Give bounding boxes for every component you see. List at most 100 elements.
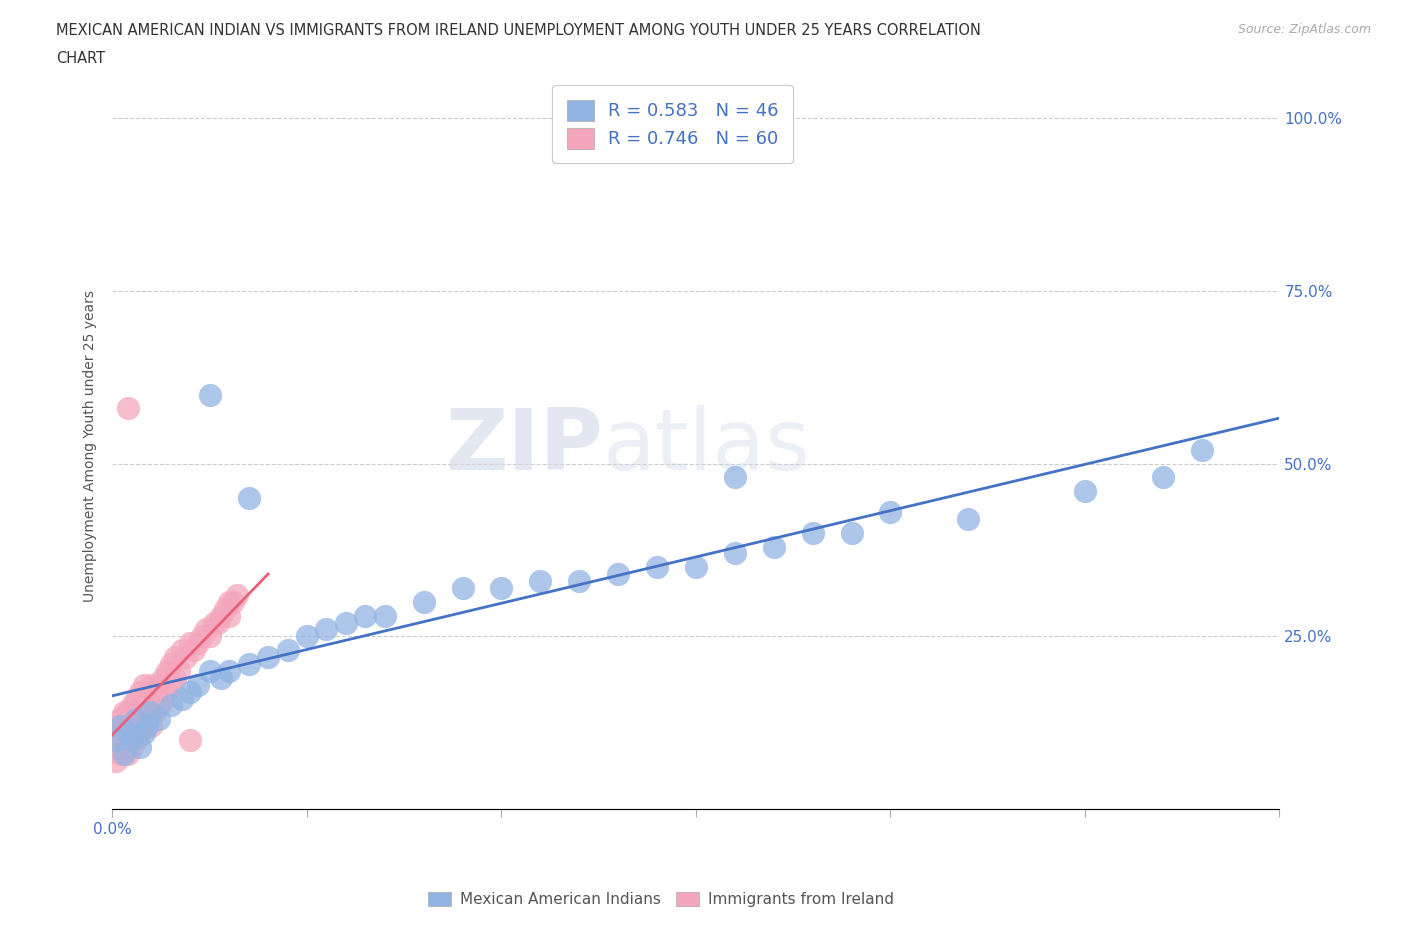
Point <box>112 739 135 754</box>
Point <box>218 608 240 623</box>
Point <box>568 574 591 589</box>
Point <box>207 615 229 630</box>
Point <box>105 733 128 748</box>
Point <box>222 594 245 609</box>
Point <box>128 684 150 699</box>
Point <box>117 705 139 720</box>
Point <box>141 705 163 720</box>
Point <box>335 615 357 630</box>
Point <box>214 602 236 617</box>
Point <box>374 608 396 623</box>
Point <box>105 733 128 748</box>
Point <box>136 719 159 734</box>
Point <box>117 725 139 740</box>
Point <box>125 733 148 748</box>
Point <box>121 739 143 754</box>
Point <box>117 747 139 762</box>
Point <box>156 663 179 678</box>
Point <box>194 622 217 637</box>
Point <box>412 594 434 609</box>
Point <box>191 629 214 644</box>
Point <box>1191 443 1213 458</box>
Point <box>112 747 135 762</box>
Point <box>143 684 166 699</box>
Text: Source: ZipAtlas.com: Source: ZipAtlas.com <box>1237 23 1371 36</box>
Point <box>276 643 298 658</box>
Point <box>132 698 155 713</box>
Text: CHART: CHART <box>56 51 105 66</box>
Point <box>128 705 150 720</box>
Point <box>152 671 174 685</box>
Point <box>724 546 747 561</box>
Point <box>136 711 159 726</box>
Point <box>156 684 179 699</box>
Point <box>172 691 194 706</box>
Point <box>121 719 143 734</box>
Point <box>209 608 232 623</box>
Point <box>529 574 551 589</box>
Point <box>218 594 240 609</box>
Point <box>685 560 707 575</box>
Point <box>209 671 232 685</box>
Point <box>218 663 240 678</box>
Point <box>841 525 863 540</box>
Point <box>762 539 785 554</box>
Point <box>172 643 194 658</box>
Point <box>607 566 630 581</box>
Point <box>163 650 186 665</box>
Legend: Mexican American Indians, Immigrants from Ireland: Mexican American Indians, Immigrants fro… <box>422 885 900 913</box>
Point <box>125 691 148 706</box>
Point <box>105 719 128 734</box>
Point <box>238 491 260 506</box>
Point <box>152 691 174 706</box>
Point <box>132 719 155 734</box>
Point <box>136 691 159 706</box>
Point <box>163 671 186 685</box>
Point <box>143 705 166 720</box>
Point <box>148 677 170 692</box>
Point <box>112 705 135 720</box>
Point <box>183 643 205 658</box>
Point <box>121 698 143 713</box>
Point <box>160 677 183 692</box>
Point <box>128 725 150 740</box>
Point <box>801 525 824 540</box>
Point <box>491 580 513 595</box>
Point <box>198 663 221 678</box>
Point <box>141 677 163 692</box>
Point <box>128 739 150 754</box>
Point <box>179 636 201 651</box>
Point <box>1074 484 1097 498</box>
Point <box>148 711 170 726</box>
Point <box>117 401 139 416</box>
Point <box>879 505 901 520</box>
Point <box>117 725 139 740</box>
Point <box>957 512 980 526</box>
Point <box>141 719 163 734</box>
Point <box>202 615 225 630</box>
Point <box>198 387 221 402</box>
Point <box>724 470 747 485</box>
Point <box>160 657 183 671</box>
Point <box>121 733 143 748</box>
Point <box>110 711 132 726</box>
Y-axis label: Unemployment Among Youth under 25 years: Unemployment Among Youth under 25 years <box>83 290 97 603</box>
Point <box>179 684 201 699</box>
Point <box>198 629 221 644</box>
Point <box>257 650 280 665</box>
Point <box>141 698 163 713</box>
Point <box>148 698 170 713</box>
Point <box>187 677 209 692</box>
Point <box>125 711 148 726</box>
Point <box>226 588 249 603</box>
Point <box>105 753 128 768</box>
Point <box>451 580 474 595</box>
Point <box>238 657 260 671</box>
Point <box>110 725 132 740</box>
Point <box>132 725 155 740</box>
Point <box>295 629 318 644</box>
Point <box>160 698 183 713</box>
Point <box>1152 470 1174 485</box>
Point <box>132 677 155 692</box>
Legend: R = 0.583   N = 46, R = 0.746   N = 60: R = 0.583 N = 46, R = 0.746 N = 60 <box>553 86 793 164</box>
